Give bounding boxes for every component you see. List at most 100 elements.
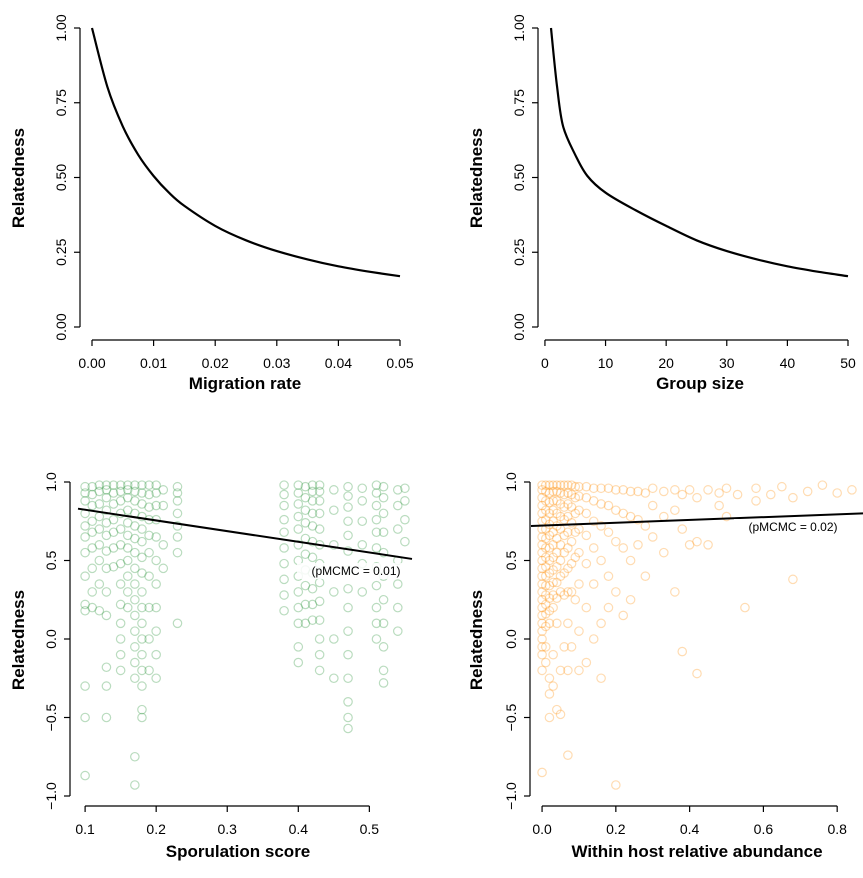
x-tick-label: 0.3 bbox=[217, 821, 237, 837]
data-point bbox=[537, 634, 547, 644]
x-tick-label: 0.5 bbox=[360, 821, 380, 837]
x-tick-label: 30 bbox=[719, 355, 735, 371]
data-point bbox=[540, 505, 551, 516]
data-point bbox=[122, 518, 133, 528]
data-point bbox=[378, 678, 389, 688]
data-point bbox=[130, 673, 140, 684]
data-point bbox=[137, 536, 147, 547]
data-point bbox=[137, 552, 147, 563]
data-point bbox=[130, 533, 140, 544]
data-point bbox=[540, 496, 551, 506]
data-point bbox=[144, 571, 154, 581]
data-point bbox=[293, 618, 304, 629]
data-point bbox=[279, 527, 289, 538]
data-point bbox=[329, 673, 339, 684]
data-point bbox=[137, 618, 147, 629]
data-point bbox=[307, 536, 318, 547]
data-point bbox=[378, 527, 389, 538]
data-point bbox=[343, 602, 353, 613]
data-point bbox=[115, 558, 126, 569]
data-point bbox=[108, 561, 119, 572]
data-point bbox=[548, 496, 558, 506]
data-point bbox=[563, 488, 573, 498]
data-point bbox=[647, 483, 658, 494]
data-point bbox=[314, 596, 325, 607]
data-point bbox=[314, 615, 325, 625]
y-tick-label: 0.00 bbox=[53, 313, 69, 340]
data-point bbox=[314, 508, 325, 519]
data-point bbox=[563, 750, 573, 760]
data-point bbox=[115, 496, 126, 506]
data-point bbox=[137, 602, 147, 613]
data-point bbox=[314, 634, 325, 644]
data-point bbox=[832, 488, 842, 498]
data-point bbox=[279, 543, 289, 553]
data-point bbox=[537, 618, 547, 629]
y-tick-label: 0.0 bbox=[43, 629, 59, 649]
y-tick-label: 1.0 bbox=[503, 472, 519, 492]
data-point bbox=[137, 681, 147, 691]
data-point bbox=[563, 543, 573, 553]
data-point bbox=[563, 527, 573, 538]
data-point bbox=[537, 539, 547, 550]
data-point bbox=[108, 488, 119, 498]
data-point bbox=[544, 497, 555, 508]
data-point bbox=[144, 480, 154, 490]
data-point bbox=[343, 583, 353, 594]
x-axis-title: Migration rate bbox=[189, 374, 301, 393]
data-point bbox=[329, 505, 339, 516]
data-point bbox=[537, 767, 547, 778]
data-point bbox=[137, 649, 147, 660]
data-point bbox=[570, 508, 581, 519]
data-point bbox=[537, 610, 547, 621]
data-point bbox=[566, 502, 577, 512]
data-point bbox=[566, 489, 577, 500]
regression-line bbox=[77, 507, 413, 560]
data-point bbox=[625, 555, 636, 566]
data-point bbox=[101, 587, 112, 597]
data-point bbox=[80, 481, 90, 492]
data-point bbox=[647, 500, 658, 511]
y-tick-label: −0.5 bbox=[43, 703, 59, 731]
x-tick-label: 0.05 bbox=[386, 355, 413, 371]
x-tick-label: 0.4 bbox=[289, 821, 309, 837]
data-point bbox=[603, 602, 614, 613]
y-tick-label: 0.0 bbox=[503, 629, 519, 649]
data-point bbox=[115, 599, 126, 610]
data-point bbox=[307, 496, 318, 506]
data-point bbox=[300, 505, 311, 516]
data-point bbox=[108, 499, 119, 509]
data-point bbox=[307, 583, 318, 594]
data-point bbox=[378, 508, 389, 519]
data-point bbox=[574, 665, 584, 676]
y-axis-title: Relatedness bbox=[9, 128, 28, 228]
data-point bbox=[633, 539, 643, 550]
data-point bbox=[765, 489, 776, 500]
data-point bbox=[392, 579, 403, 589]
data-point bbox=[640, 571, 651, 581]
data-point bbox=[87, 489, 98, 500]
data-point bbox=[80, 521, 90, 531]
data-point bbox=[293, 511, 304, 522]
data-point bbox=[300, 492, 311, 503]
data-point bbox=[300, 518, 311, 528]
panel-within-host-abundance: 0.0 0.2 0.4 0.6 0.8 −1.0 −0.5 0.0 0.5 1.0 Within h… bbox=[467, 472, 863, 861]
data-point bbox=[130, 610, 140, 621]
data-point bbox=[101, 546, 112, 556]
data-point bbox=[540, 599, 551, 610]
data-point bbox=[314, 649, 325, 660]
data-point bbox=[172, 481, 183, 492]
data-point bbox=[122, 571, 133, 581]
data-point bbox=[544, 580, 555, 591]
data-point bbox=[314, 480, 325, 490]
data-point bbox=[537, 571, 547, 581]
data-point bbox=[314, 665, 325, 676]
data-point bbox=[307, 508, 318, 519]
data-point bbox=[108, 527, 119, 538]
data-point bbox=[343, 530, 353, 541]
data-point bbox=[158, 500, 169, 511]
data-point bbox=[611, 536, 621, 547]
data-point bbox=[80, 547, 90, 558]
data-point bbox=[574, 547, 584, 558]
data-point bbox=[559, 568, 569, 578]
